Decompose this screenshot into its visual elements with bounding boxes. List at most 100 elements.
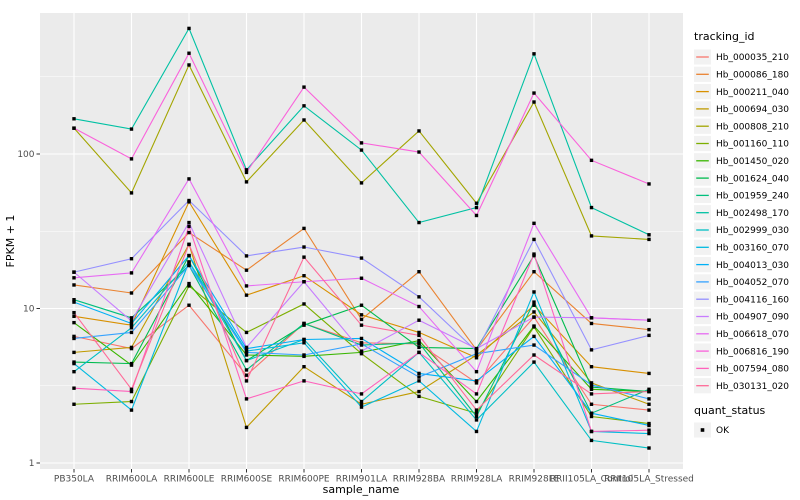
- data-point: [359, 256, 364, 260]
- data-point: [244, 358, 249, 363]
- data-point: [647, 431, 651, 436]
- data-point: [187, 253, 191, 258]
- data-point: [129, 316, 134, 320]
- data-point: [589, 411, 594, 415]
- legend-label: Hb_004907_090: [716, 313, 789, 323]
- x-axis-title: sample_name: [323, 483, 400, 496]
- data-point: [72, 126, 76, 130]
- legend-label: OK: [716, 426, 730, 436]
- data-point: [417, 341, 421, 345]
- data-point: [417, 150, 421, 154]
- data-point: [244, 254, 249, 258]
- data-point: [359, 317, 364, 322]
- data-point: [417, 333, 421, 338]
- data-point: [417, 330, 421, 335]
- data-point: [532, 252, 536, 256]
- data-point: [302, 321, 306, 326]
- data-point: [647, 387, 651, 391]
- legend-label: Hb_001959_240: [716, 192, 789, 202]
- data-point: [129, 345, 134, 350]
- data-point: [72, 361, 76, 366]
- data-point: [589, 348, 594, 352]
- data-point: [474, 349, 479, 353]
- data-point: [244, 397, 249, 401]
- data-point: [647, 318, 651, 322]
- data-point: [589, 414, 594, 419]
- data-point: [532, 324, 536, 328]
- data-point: [589, 383, 594, 387]
- legend-key-point: [700, 428, 705, 432]
- data-point: [187, 177, 191, 181]
- data-point: [647, 408, 651, 412]
- data-point: [244, 373, 249, 377]
- data-point: [359, 148, 364, 152]
- data-point: [647, 423, 651, 428]
- data-point: [532, 334, 536, 339]
- data-point: [359, 141, 364, 145]
- data-point: [532, 221, 536, 225]
- data-point: [302, 379, 306, 383]
- data-point: [72, 276, 76, 280]
- data-point: [532, 310, 536, 314]
- x-tick-label: RRIM901LA: [336, 475, 388, 485]
- data-point: [417, 394, 421, 399]
- x-tick-label: RRIM600LE: [164, 475, 215, 485]
- data-point: [129, 361, 134, 366]
- data-point: [129, 387, 134, 391]
- data-point: [187, 51, 191, 55]
- data-point: [474, 369, 479, 374]
- legend-label: Hb_030131_020: [716, 382, 789, 392]
- x-tick-label: RRII105LA_Stressed: [604, 475, 694, 485]
- data-point: [359, 303, 364, 307]
- legend-title-quant-status: quant_status: [694, 404, 766, 417]
- data-point: [589, 205, 594, 210]
- data-point: [72, 350, 76, 355]
- data-point: [187, 284, 191, 288]
- data-point: [417, 338, 421, 343]
- data-point: [532, 91, 536, 95]
- data-point: [532, 270, 536, 274]
- data-point: [474, 205, 479, 210]
- data-point: [647, 371, 651, 376]
- legend-label: Hb_000086_180: [716, 71, 789, 81]
- data-point: [302, 341, 306, 345]
- data-point: [187, 281, 191, 286]
- data-point: [589, 158, 594, 163]
- data-point: [647, 428, 651, 432]
- data-point: [417, 129, 421, 133]
- data-point: [244, 168, 249, 172]
- data-point: [244, 353, 249, 357]
- y-tick-label: 100: [17, 150, 34, 160]
- data-point: [532, 300, 536, 304]
- data-point: [72, 336, 76, 341]
- data-point: [72, 386, 76, 390]
- data-point: [187, 224, 191, 229]
- data-point: [359, 313, 364, 317]
- legend-label: Hb_004013_030: [716, 261, 789, 271]
- legend-label: Hb_007594_080: [716, 365, 789, 375]
- legend-label: Hb_001160_110: [716, 140, 789, 150]
- data-point: [647, 233, 651, 237]
- data-point: [474, 408, 479, 412]
- data-point: [72, 298, 76, 302]
- data-point: [532, 360, 536, 364]
- data-point: [474, 392, 479, 396]
- legend-title-tracking-id: tracking_id: [694, 30, 755, 43]
- data-point: [187, 260, 191, 264]
- data-point: [244, 379, 249, 383]
- x-tick-label: RRIM928LE: [509, 475, 560, 485]
- legend-label: Hb_000035_210: [716, 53, 789, 63]
- data-point: [589, 381, 594, 385]
- legend-items-quant-status: OK: [694, 422, 730, 438]
- data-point: [129, 157, 134, 161]
- data-point: [302, 226, 306, 231]
- x-tick-label: RRIM928BA: [393, 475, 446, 485]
- data-point: [589, 316, 594, 320]
- legend-label: Hb_001624_040: [716, 174, 789, 184]
- data-point: [417, 389, 421, 394]
- x-tick-label: RRIM600SE: [221, 475, 273, 485]
- data-point: [72, 283, 76, 287]
- data-points: [72, 26, 651, 450]
- data-point: [244, 284, 249, 288]
- data-point: [532, 52, 536, 56]
